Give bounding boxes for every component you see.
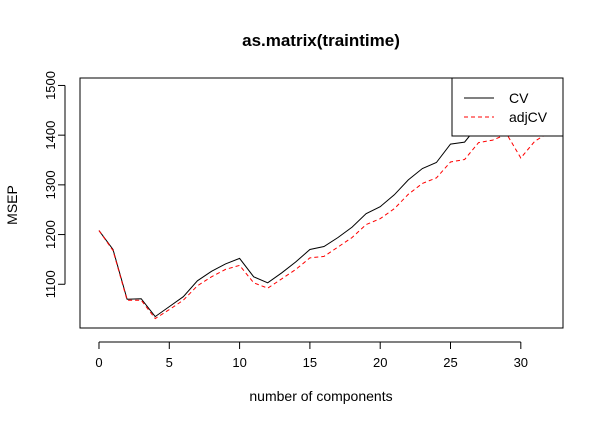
plot-frame <box>79 77 564 329</box>
x-tick-label: 5 <box>166 355 173 370</box>
legend-label-adjcv: adjCV <box>509 109 548 125</box>
series-line-adjcv <box>98 124 563 320</box>
chart-title: as.matrix(traintime) <box>242 31 400 50</box>
y-axis-label: MSEP <box>4 185 20 225</box>
y-tick-label: 1500 <box>43 71 58 100</box>
x-axis: 0 5 10 15 20 25 30 <box>95 341 528 370</box>
y-tick-label: 1100 <box>43 270 58 298</box>
x-tick-label: 25 <box>443 355 457 370</box>
x-axis-label: number of components <box>249 388 392 404</box>
x-tick-label: 0 <box>95 355 102 370</box>
y-tick-label: 1400 <box>43 121 58 150</box>
y-tick-label: 1200 <box>43 220 58 249</box>
legend: CV adjCV <box>451 77 564 137</box>
x-tick-label: 15 <box>303 355 317 370</box>
x-tick-label: 30 <box>514 355 528 370</box>
y-tick-label: 1300 <box>43 170 58 199</box>
x-tick-label: 20 <box>373 355 387 370</box>
y-axis: 1100 1200 1300 1400 1500 <box>43 71 66 298</box>
legend-box <box>451 77 564 137</box>
legend-label-cv: CV <box>509 90 529 106</box>
x-tick-label: 10 <box>232 355 246 370</box>
